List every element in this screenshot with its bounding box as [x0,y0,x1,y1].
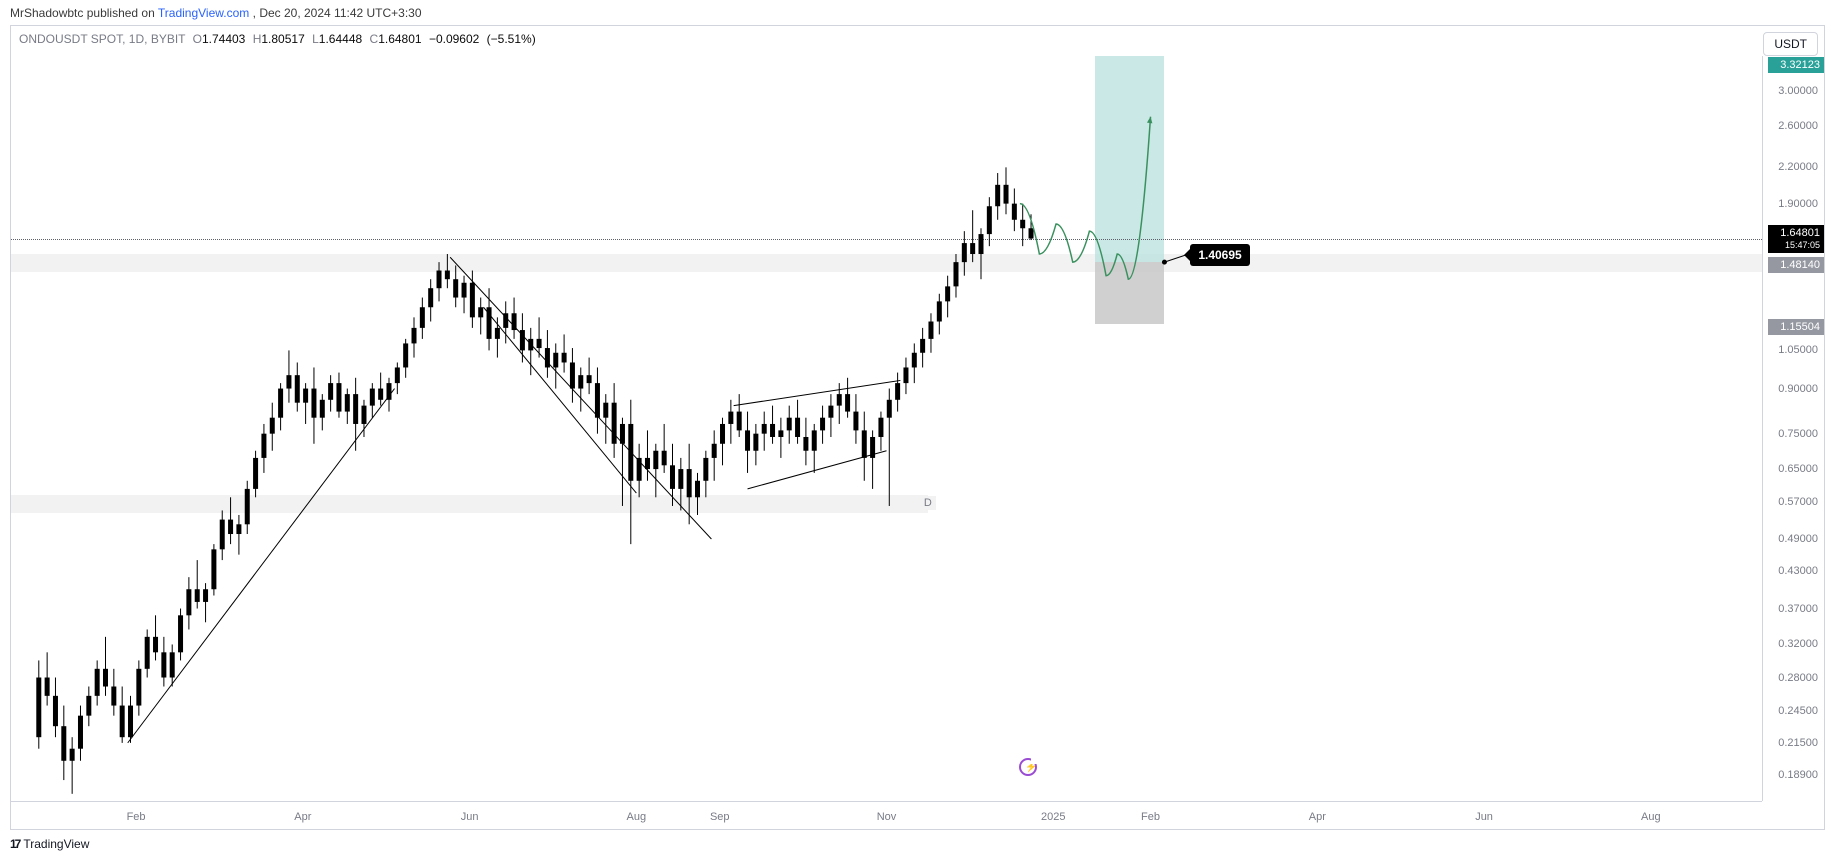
price-tick: 0.65000 [1778,463,1818,475]
price-tick: 0.75000 [1778,428,1818,440]
price-tick: 1.05000 [1778,344,1818,356]
price-tick: 2.20000 [1778,161,1818,173]
price-tick: 0.24500 [1778,705,1818,717]
time-axis[interactable]: Feb Apr Jun Aug Sep Nov 2025 Feb Apr Jun Aug [11,801,1762,829]
chart-plot-area[interactable]: 1.40695D⚡ [11,56,1762,801]
site-link[interactable]: TradingView.com [158,6,249,20]
ohlc-close: 1.64801 [378,32,421,46]
price-badge: 1.48140 [1768,257,1824,273]
author: MrShadowbtc [10,6,83,20]
symbol: ONDOUSDT SPOT [19,32,122,46]
price-tick: 2.60000 [1778,120,1818,132]
change-abs: −0.09602 [429,32,479,46]
time-tick: 2025 [1041,811,1065,823]
time-tick: Jun [1475,811,1493,823]
price-tick: 1.90000 [1778,198,1818,210]
time-tick: Apr [1309,811,1326,823]
time-tick: Aug [627,811,647,823]
price-tick: 3.00000 [1778,85,1818,97]
exchange: BYBIT [151,32,185,46]
price-callout: 1.40695 [1190,244,1249,266]
price-tick: 0.43000 [1778,565,1818,577]
price-tick: 0.32000 [1778,638,1818,650]
d-label: D [920,496,936,510]
chart-svg [11,56,1762,801]
change-pct: (−5.51%) [487,32,536,46]
publish-date: Dec 20, 2024 11:42 UTC+3:30 [259,6,421,20]
tradingview-footer: 17TradingView [10,837,89,851]
time-tick: Nov [877,811,897,823]
price-badge: 1.15504 [1768,319,1824,335]
time-tick: Aug [1641,811,1661,823]
price-tick: 0.28000 [1778,672,1818,684]
time-tick: Jun [461,811,479,823]
quote-currency-badge[interactable]: USDT [1763,32,1818,56]
price-tick: 0.37000 [1778,603,1818,615]
price-tick: 0.49000 [1778,533,1818,545]
chart-legend: ONDOUSDT SPOT, 1D, BYBIT O1.74403 H1.805… [19,32,536,46]
time-tick: Sep [710,811,730,823]
interval: 1D [129,32,144,46]
price-tick: 0.90000 [1778,383,1818,395]
time-tick: Feb [127,811,146,823]
price-badge: 3.32123 [1768,57,1824,73]
time-tick: Feb [1141,811,1160,823]
ohlc-high: 1.80517 [261,32,304,46]
time-tick: Apr [294,811,311,823]
ohlc-low: 1.64448 [319,32,362,46]
publish-line: MrShadowbtc published on TradingView.com… [10,6,422,20]
price-tick: 0.21500 [1778,737,1818,749]
price-tick: 0.18900 [1778,769,1818,781]
ohlc-open: 1.74403 [202,32,245,46]
price-tick: 0.57000 [1778,496,1818,508]
tv-logo-icon: 17 [10,837,19,851]
price-axis[interactable]: 3.00000 2.60000 2.20000 1.90000 1.05000 0.900… [1762,56,1824,801]
chart-frame: ONDOUSDT SPOT, 1D, BYBIT O1.74403 H1.805… [10,25,1825,830]
price-badge: 1.6480115:47:05 [1768,225,1824,253]
